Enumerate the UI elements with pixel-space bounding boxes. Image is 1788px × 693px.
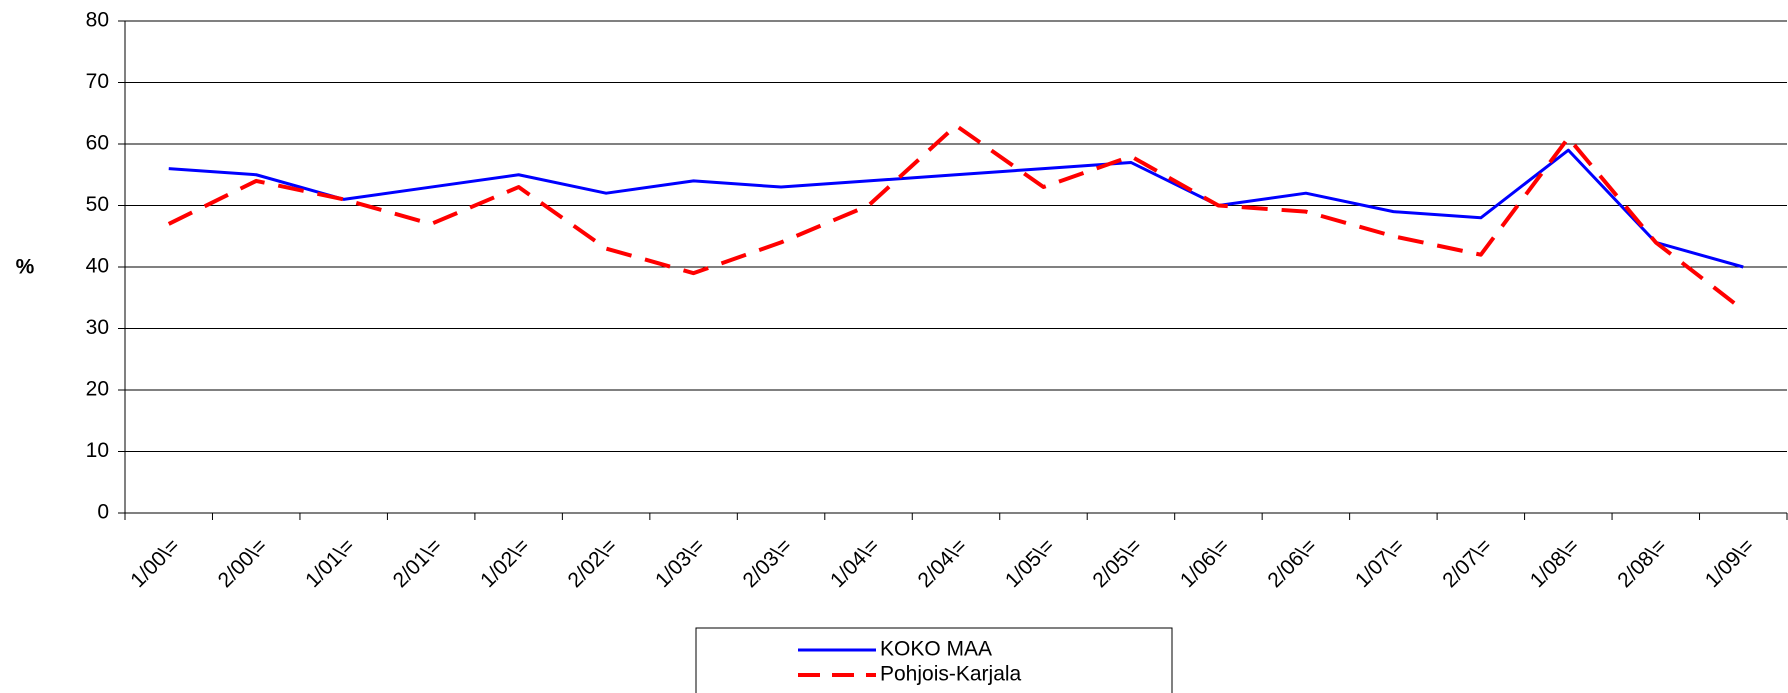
legend-label: KOKO MAA (880, 638, 992, 661)
series-line (167, 123, 1745, 312)
y-tick-label: 20 (86, 378, 109, 401)
y-tick-label: 50 (86, 193, 109, 216)
x-tick-label: 1/01\= (301, 534, 359, 592)
x-tick-label: 1/04\= (826, 534, 884, 592)
x-tick-label: 1/05\= (1001, 534, 1059, 592)
x-tick-label: 1/00\= (126, 534, 184, 592)
y-tick-label: 80 (86, 9, 109, 32)
y-tick-label: 70 (86, 70, 109, 93)
legend-box (695, 627, 1173, 693)
x-tick-label: 1/07\= (1351, 534, 1409, 592)
x-tick-label: 1/09\= (1701, 534, 1759, 592)
x-tick-label: 2/02\= (564, 534, 622, 592)
series-line (168, 148, 1744, 269)
x-tick-label: 1/06\= (1176, 534, 1234, 592)
y-tick-label: 40 (86, 255, 109, 278)
y-axis-label: % (16, 256, 35, 279)
y-tick-label: 30 (86, 316, 109, 339)
x-tick-label: 2/05\= (1088, 534, 1146, 592)
x-tick-label: 2/07\= (1438, 534, 1496, 592)
y-tick-label: 60 (86, 132, 109, 155)
x-tick-label: 1/03\= (651, 534, 709, 592)
x-tick-label: 2/03\= (739, 534, 797, 592)
x-tick-label: 2/06\= (1263, 534, 1321, 592)
x-tick-label: 2/04\= (913, 534, 971, 592)
x-tick-label: 1/08\= (1526, 534, 1584, 592)
x-tick-label: 2/08\= (1613, 534, 1671, 592)
y-tick-label: 10 (86, 439, 109, 462)
x-tick-label: 1/02\= (476, 534, 534, 592)
x-tick-label: 2/01\= (389, 534, 447, 592)
legend-label: Pohjois-Karjala (880, 663, 1022, 686)
x-tick-label: 2/00\= (214, 534, 272, 592)
y-tick-label: 0 (97, 501, 109, 524)
